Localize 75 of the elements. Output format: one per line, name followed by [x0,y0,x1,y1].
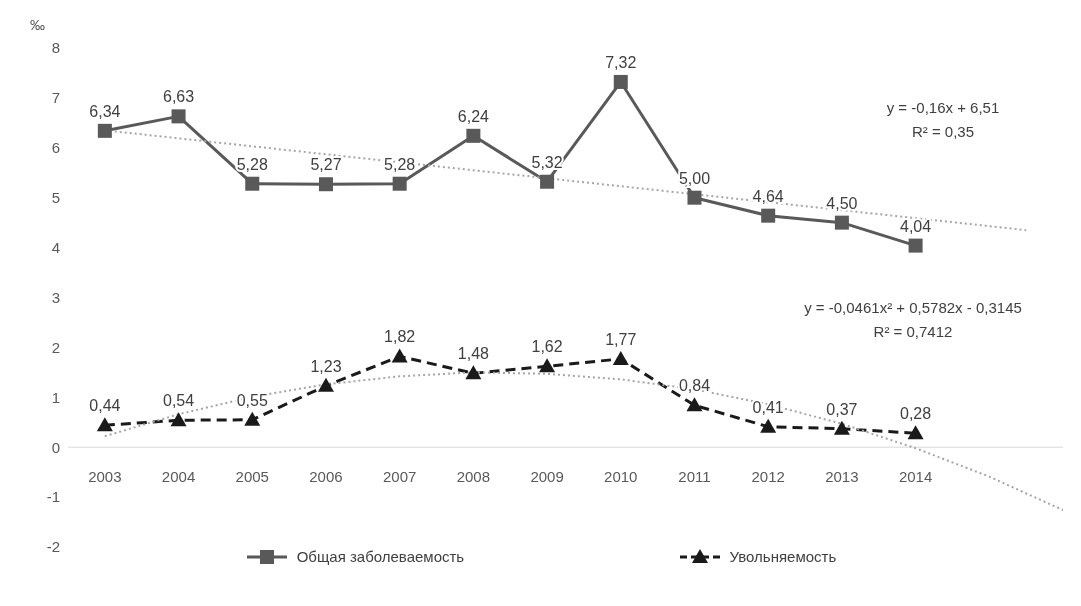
data-label: 6,24 [457,107,490,125]
x-tick-label: 2004 [161,468,196,485]
point [833,420,850,435]
x-tick-label: 2012 [751,468,785,485]
data-label: 5,32 [531,153,563,171]
y-tick-label: 2 [51,338,60,356]
point [97,123,112,138]
y-axis-title: ‰ [30,16,45,33]
y-tick-label: 5 [51,189,60,207]
point [465,365,482,380]
point [540,174,555,189]
x-tick-label: 2013 [825,468,859,485]
annotation: y = -0,0461x² + 0,5782x - 0,3145 R² = 0,7412 [804,299,1022,340]
point [612,350,629,365]
point [318,177,333,192]
x-tick-label: 2011 [678,468,711,485]
point [761,208,776,223]
y-tick-label: 6 [51,139,60,157]
y-tick-label: 0 [51,438,60,456]
x-tick-label: 2009 [530,468,564,485]
point [171,109,186,124]
data-label: 7,32 [605,53,637,71]
data-label: 4,64 [752,187,784,205]
point [907,425,924,440]
data-label: 0,37 [826,400,858,418]
point [96,417,113,432]
data-label: 6,63 [162,88,195,106]
data-label: 0,44 [89,397,121,415]
annotation: y = -0,16x + 6,51 R² = 0,35 [886,99,1000,140]
point [834,215,849,230]
data-label: 1,23 [310,357,342,375]
data-label: 1,48 [457,345,490,363]
x-tick-label: 2010 [604,468,638,485]
x-tick-label: 2003 [88,468,122,485]
y-tick-label: -1 [46,488,60,506]
y-tick-label: 1 [51,388,60,406]
data-label: 1,82 [384,328,416,346]
x-tick-label: 2007 [382,468,417,485]
point [391,348,408,363]
data-label: 0,28 [900,405,932,423]
data-label: 5,28 [236,155,268,173]
y-tick-label: 8 [51,39,60,57]
legend-label: Увольняемость [728,548,837,565]
y-tick-label: 7 [51,89,60,107]
point [687,190,702,205]
point [392,176,407,191]
x-tick-label: 2008 [456,468,491,485]
data-label: 1,62 [531,338,563,356]
x-tick-label: 2006 [309,468,343,485]
point [317,377,334,392]
data-label: 5,27 [310,156,342,174]
y-tick-label: 3 [51,288,60,306]
y-tick-label: 4 [51,238,60,256]
point [170,412,187,427]
data-label: 5,28 [384,155,416,173]
point [245,176,260,191]
point [760,418,777,433]
data-label: 0,41 [752,398,784,416]
x-tick-label: 2014 [898,468,933,485]
point [686,397,703,412]
y-tick-label: -2 [46,538,60,556]
legend-label: Общая заболеваемость [295,548,465,565]
data-label: 4,50 [826,194,858,212]
point [613,74,628,89]
point [539,358,556,373]
data-label: 1,77 [605,330,637,348]
point [908,238,923,253]
data-label: 4,04 [900,217,932,235]
data-label: 0,54 [162,392,195,410]
x-tick-label: 2005 [235,468,269,485]
data-label: 0,84 [678,377,711,395]
data-label: 6,34 [89,102,121,120]
data-label: 0,55 [236,391,268,409]
point [466,128,481,143]
point [244,411,261,426]
